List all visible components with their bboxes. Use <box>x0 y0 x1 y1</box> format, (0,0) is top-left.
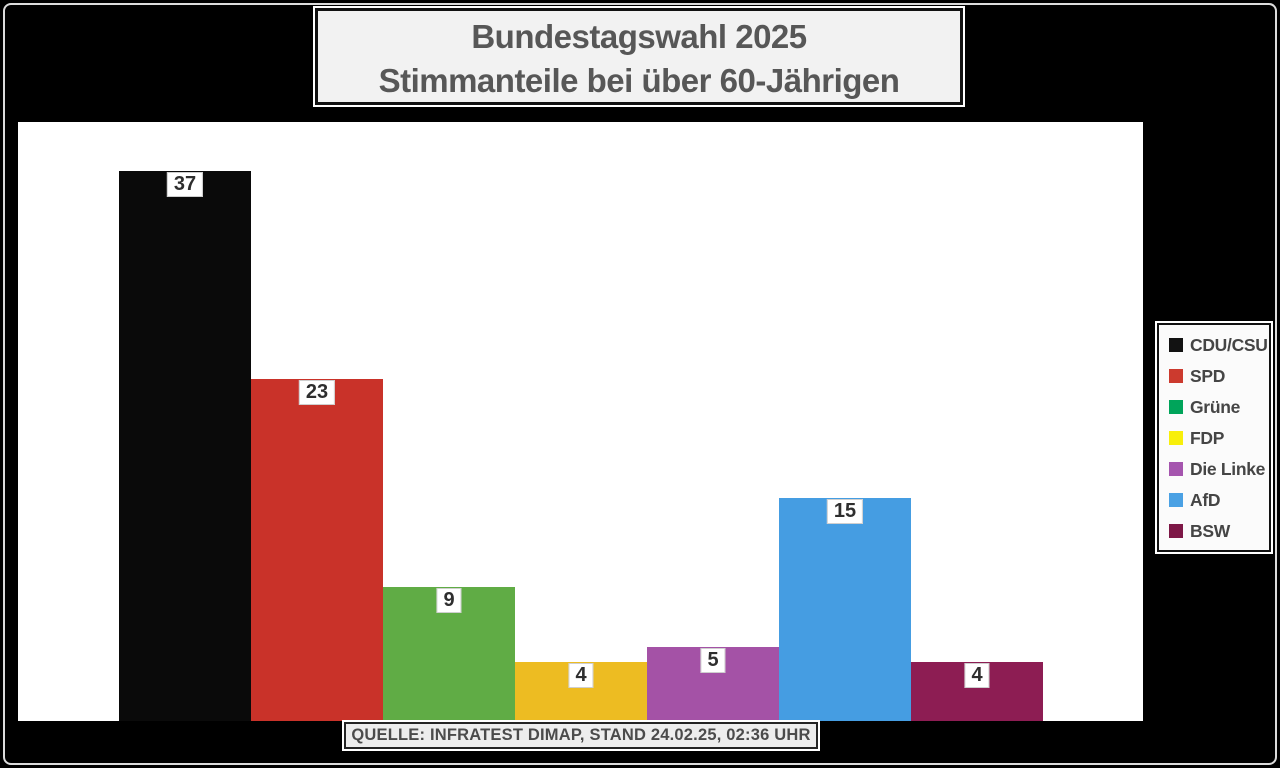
legend-label-spd: SPD <box>1190 365 1226 386</box>
legend-swatch-gruene <box>1169 400 1183 414</box>
legend-label-cdu-csu: CDU/CSU <box>1190 334 1268 355</box>
legend-item-fdp: FDP <box>1169 427 1265 448</box>
legend-label-bsw: BSW <box>1190 520 1230 541</box>
chart-title-line1: Bundestagswahl 2025 <box>471 18 807 55</box>
legend-label-afd: AfD <box>1190 489 1221 510</box>
bar-value-label-gruene: 9 <box>436 588 462 613</box>
bar-value-label-fdp: 4 <box>568 663 594 688</box>
legend-item-die-linke: Die Linke <box>1169 458 1266 479</box>
legend-item-spd: SPD <box>1169 365 1265 386</box>
legend-swatch-afd <box>1169 493 1183 507</box>
bar-gruene: 9 <box>383 587 515 721</box>
bar-bsw: 4 <box>911 662 1043 721</box>
bar-spd: 23 <box>251 379 383 721</box>
chart-title-box: Bundestagswahl 2025 Stimmanteile bei übe… <box>315 8 963 105</box>
legend-item-gruene: Grüne <box>1169 396 1265 417</box>
bar-value-label-cdu-csu: 37 <box>166 172 204 197</box>
legend-swatch-cdu-csu <box>1169 338 1183 352</box>
legend-label-gruene: Grüne <box>1190 396 1241 417</box>
legend-item-cdu-csu: CDU/CSU <box>1169 334 1268 355</box>
legend-label-die-linke: Die Linke <box>1190 458 1266 479</box>
source-attribution: QUELLE: INFRATEST DIMAP, STAND 24.02.25,… <box>344 722 818 749</box>
legend-label-fdp: FDP <box>1190 427 1225 448</box>
bar-cdu-csu: 37 <box>119 171 251 721</box>
bar-value-label-bsw: 4 <box>964 663 990 688</box>
legend-swatch-bsw <box>1169 524 1183 538</box>
bar-fdp: 4 <box>515 662 647 721</box>
bar-afd: 15 <box>779 498 911 721</box>
legend-swatch-die-linke <box>1169 462 1183 476</box>
bar-die-linke: 5 <box>647 647 779 721</box>
legend-swatch-fdp <box>1169 431 1183 445</box>
legend-item-bsw: BSW <box>1169 520 1265 541</box>
legend: CDU/CSU SPD Grüne FDP Die Linke AfD BSW <box>1157 323 1271 552</box>
bar-value-label-afd: 15 <box>826 499 864 524</box>
legend-item-afd: AfD <box>1169 489 1265 510</box>
legend-swatch-spd <box>1169 369 1183 383</box>
bar-value-label-spd: 23 <box>298 380 336 405</box>
chart-title-line2: Stimmanteile bei über 60-Jährigen <box>378 62 900 99</box>
plot-area: 37 23 9 4 5 15 4 <box>18 122 1143 721</box>
bar-value-label-die-linke: 5 <box>700 648 726 673</box>
